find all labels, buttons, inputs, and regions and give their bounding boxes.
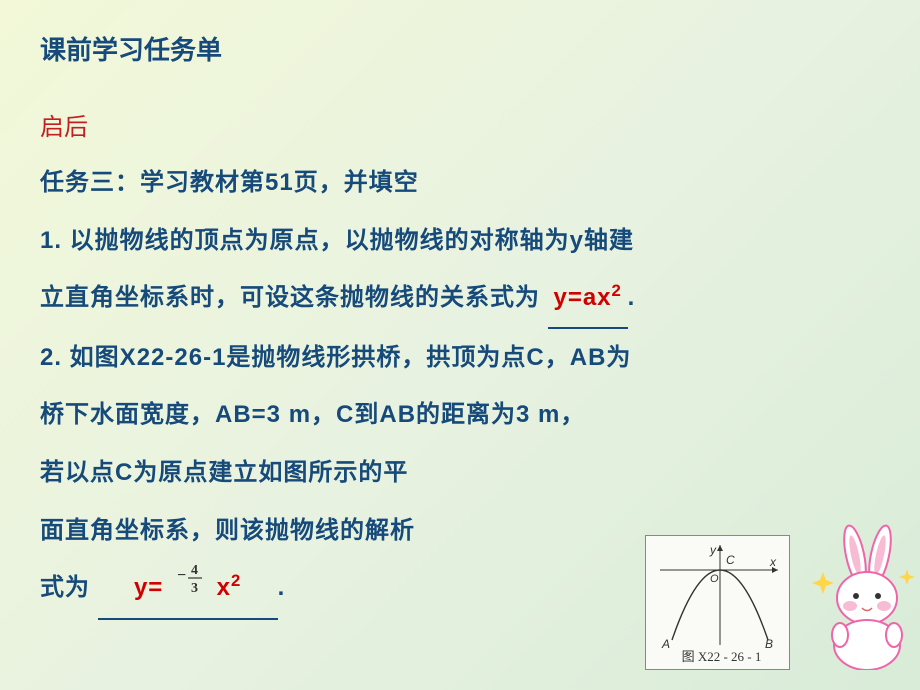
q2-answer-sup: 2	[231, 571, 241, 590]
q2-line3: 若以点C为原点建立如图所示的平	[40, 444, 680, 502]
q2-line1: 2. 如图X22-26-1是抛物线形拱桥，拱顶为点C，AB为	[40, 329, 880, 387]
frac-num: 4	[191, 563, 199, 578]
svg-text:C: C	[726, 553, 735, 567]
q1-answer-text: y=ax	[553, 284, 611, 311]
q1-line2: 立直角坐标系时，可设这条抛物线的关系式为 y=ax2 .	[40, 269, 880, 329]
q1-line1: 1. 以抛物线的顶点为原点，以抛物线的对称轴为y轴建	[40, 212, 880, 270]
q1-period: .	[628, 284, 636, 311]
svg-text:O: O	[710, 573, 719, 585]
bunny-icon	[800, 520, 920, 670]
q1-text: 立直角坐标系时，可设这条抛物线的关系式为	[40, 284, 540, 311]
q2-line4: 面直角坐标系，则该抛物线的解析	[40, 502, 680, 560]
q1-answer-sup: 2	[612, 281, 622, 300]
q1-answer: y=ax2	[553, 284, 621, 311]
frac-den: 3	[191, 581, 199, 596]
diagram-caption: 图 X22 - 26 - 1	[650, 646, 793, 665]
q2-answer-pre: y=	[134, 574, 163, 601]
q2-answer-x: x	[217, 574, 231, 601]
svg-text:y: y	[709, 543, 717, 557]
q2-line2: 桥下水面宽度，AB=3 m，C到AB的距离为3 m，	[40, 386, 880, 444]
q1-blank: y=ax2	[548, 269, 628, 329]
task-line: 任务三：学习教材第51页，并填空	[40, 154, 880, 212]
page-title: 课前学习任务单	[40, 30, 880, 67]
svg-text:−: −	[177, 567, 187, 584]
fraction-icon: − 4 3	[175, 560, 205, 618]
q2-prefix: 式为	[40, 574, 90, 601]
svg-text:x: x	[769, 555, 777, 569]
q2-blank: y= − 4 3 x2	[98, 559, 278, 619]
q2-period: .	[278, 574, 286, 601]
section-label: 启后	[40, 107, 880, 142]
parabola-diagram: y x C A B O 图 X22 - 26 - 1	[645, 535, 790, 670]
q2-answer-post: x2	[217, 574, 242, 601]
